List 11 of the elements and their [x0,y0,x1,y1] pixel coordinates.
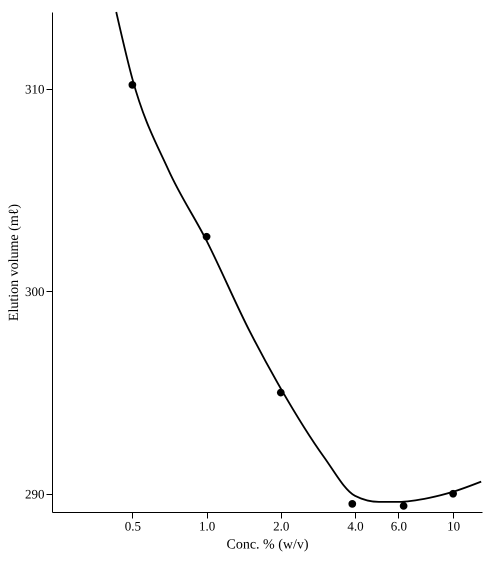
x-axis-title: Conc. % (w/v) [226,538,309,552]
x-tick-label: 1.0 [198,518,216,534]
y-axis-title: Elution volume (mℓ) [7,204,22,322]
x-tick-label: 2.0 [273,518,290,534]
x-tick-label: 6.0 [390,518,408,534]
y-tick-label: 310 [25,81,44,96]
x-tick-label: 0.5 [124,518,141,534]
y-tick-label: 290 [25,486,44,502]
y-tick-label: 300 [25,284,44,299]
x-tick-label: 10 [447,518,460,534]
x-tick-label: 4.0 [347,518,364,534]
